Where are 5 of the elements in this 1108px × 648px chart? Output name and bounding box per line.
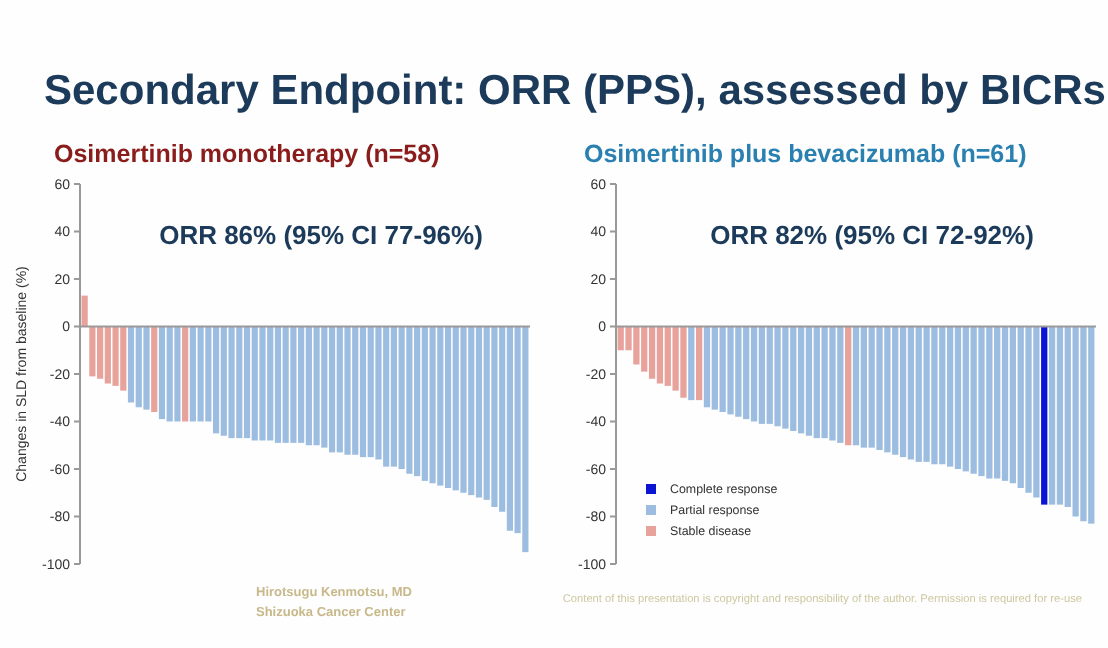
chart-subtitle: Osimertinib plus bevacizumab (n=61): [584, 140, 1027, 168]
chart-subtitle: Osimertinib monotherapy (n=58): [54, 140, 440, 168]
annotation: ORR 82% (95% CI 72-92%): [710, 220, 1034, 250]
annotation: ORR 86% (95% CI 77-96%): [159, 220, 483, 250]
chart-title: Secondary Endpoint: ORR (PPS), assessed by BICRs: [44, 68, 1106, 114]
